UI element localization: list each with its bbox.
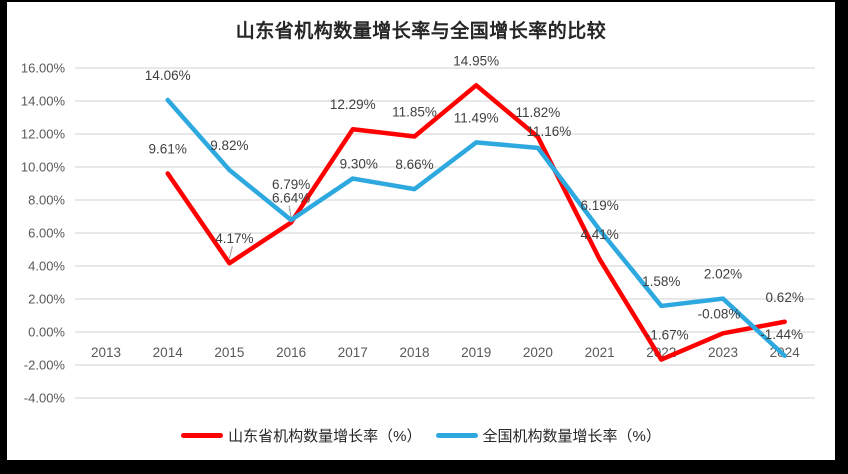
data-point-label: 2.02%	[704, 267, 742, 282]
legend-line-sample-shandong	[181, 433, 224, 438]
data-point-label: 14.95%	[453, 53, 499, 68]
y-axis-tick-label: 2.00%	[28, 292, 65, 307]
data-point-label: 14.06%	[145, 68, 191, 83]
legend-item-national: 全国机构数量增长率（%）	[435, 425, 661, 446]
label-leader-line	[288, 205, 292, 218]
data-point-label: 11.16%	[527, 124, 572, 139]
data-point-label: 12.29%	[330, 97, 376, 112]
y-axis-tick-label: 6.00%	[28, 226, 65, 241]
x-axis-label-2017: 2017	[338, 345, 368, 360]
y-axis-tick-label: 12.00%	[21, 127, 66, 142]
data-point-label: 6.64%	[272, 190, 310, 205]
y-axis-tick-label: 8.00%	[28, 193, 65, 208]
y-axis-tick-label: -2.00%	[24, 358, 66, 373]
x-axis-label-2021: 2021	[585, 345, 615, 360]
chart-title: 山东省机构数量增长率与全国增长率的比较	[235, 21, 607, 42]
data-point-label: 9.61%	[149, 141, 187, 156]
legend-label-national: 全国机构数量增长率（%）	[482, 428, 661, 445]
data-point-label: 11.82%	[516, 105, 561, 120]
data-point-label: 11.85%	[392, 104, 437, 119]
legend-label-shandong: 山东省机构数量增长率（%）	[228, 428, 422, 445]
legend: 山东省机构数量增长率（%） 全国机构数量增长率（%）	[7, 425, 835, 446]
series-line-national	[165, 97, 787, 359]
x-axis-label-2016: 2016	[276, 345, 306, 360]
x-axis-label-2015: 2015	[214, 345, 244, 360]
data-point-label: 8.66%	[395, 157, 433, 172]
data-point-label: 9.82%	[210, 138, 248, 153]
y-axis-tick-label: 0.00%	[28, 325, 65, 340]
label-leader-line	[228, 246, 233, 259]
x-axis-label-2013: 2013	[91, 345, 121, 360]
data-point-label: -0.08%	[698, 306, 741, 321]
x-axis-label-2020: 2020	[523, 345, 553, 360]
chart-area: 16.00% 14.00% 12.00% 10.00% 8.00% 6.00% 4.00% 2…	[7, 2, 835, 460]
y-axis-tick-label: 10.00%	[21, 160, 66, 175]
data-point-label: 4.17%	[215, 231, 253, 246]
x-axis-label-2023: 2023	[708, 345, 738, 360]
data-point-label: 4.41%	[580, 227, 618, 242]
data-point-label: 6.79%	[272, 177, 310, 192]
y-axis-tick-label: 14.00%	[21, 94, 66, 109]
data-point-label: -1.67%	[646, 328, 689, 343]
data-point-label: 9.30%	[340, 157, 378, 172]
y-axis-tick-label: -4.00%	[24, 391, 66, 406]
x-axis-label-2019: 2019	[461, 345, 491, 360]
data-point-label: 0.62%	[766, 290, 804, 305]
data-point-label: 6.19%	[580, 198, 618, 213]
y-axis-tick-label: 16.00%	[21, 61, 66, 76]
y-axis-tick-label: 4.00%	[28, 259, 65, 274]
x-axis-label-2018: 2018	[399, 345, 429, 360]
series-line-shandong	[165, 83, 787, 362]
line-chart-plot: 16.00% 14.00% 12.00% 10.00% 8.00% 6.00% 4.00% 2…	[21, 53, 815, 406]
data-point-label: -1.44%	[760, 327, 803, 342]
legend-item-shandong: 山东省机构数量增长率（%）	[181, 425, 422, 446]
data-point-label: 11.49%	[454, 110, 499, 125]
legend-line-sample-national	[435, 433, 478, 438]
data-point-label: 1.58%	[642, 274, 680, 289]
x-axis-label-2014: 2014	[153, 345, 184, 360]
